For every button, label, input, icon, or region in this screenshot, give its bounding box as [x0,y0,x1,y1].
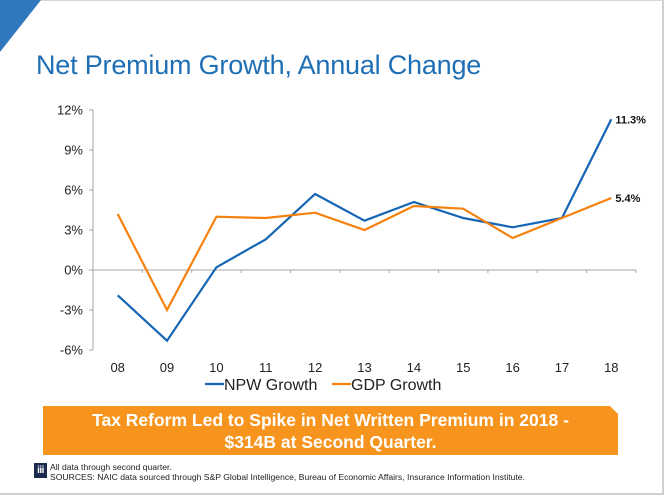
footnote: All data through second quarter. SOURCES… [50,462,525,482]
callout-line-1: Tax Reform Led to Spike in Net Written P… [92,409,569,430]
x-tick-label: 09 [160,360,174,375]
series-line-gdp-growth [116,196,612,313]
y-tick-label: 6% [64,183,83,198]
x-tick-label: 15 [456,360,470,375]
end-label: 5.4% [615,193,640,205]
footnote-line-2: SOURCES: NAIC data sourced through S&P G… [50,472,525,482]
line-chart: 12% 9% 6% 3% 0% -3% -6% 08 09 10 11 12 13 14 15 16 17 18… [57,103,646,395]
x-tick-label: 17 [555,360,569,375]
x-tick-labels: 08 09 10 11 12 13 14 15 16 17 18 [110,360,618,375]
x-tick-label: 14 [407,360,421,375]
axes [89,109,637,351]
x-tick-label: 16 [505,360,519,375]
legend: NPW Growth GDP Growth [205,377,441,394]
y-tick-label: 9% [64,143,83,158]
series-lines [116,118,613,343]
legend-label: GDP Growth [351,377,441,394]
x-tick-label: 08 [110,360,124,375]
y-tick-label: 3% [64,223,83,238]
callout-banner: Tax Reform Led to Spike in Net Written P… [43,406,618,455]
iii-logo-icon: iii [34,463,47,478]
x-tick-label: 10 [209,360,223,375]
corner-accent [0,0,41,52]
callout-line-2: $314B at Second Quarter. [224,431,437,452]
x-tick-label: 13 [357,360,371,375]
legend-label: NPW Growth [224,377,317,394]
end-labels: 11.3% 5.4% [615,114,646,205]
x-tick-label: 18 [604,360,618,375]
footnote-line-1: All data through second quarter. [50,462,172,472]
x-tick-label: 12 [308,360,322,375]
y-tick-label: -3% [60,303,84,318]
y-tick-label: -6% [60,343,84,358]
page-title: Net Premium Growth, Annual Change [36,50,482,80]
series-line-npw-growth [116,118,613,343]
y-tick-label: 0% [64,263,83,278]
y-tick-label: 12% [57,103,83,118]
end-label: 11.3% [615,114,646,126]
y-tick-labels: 12% 9% 6% 3% 0% -3% -6% [57,103,83,358]
x-tick-label: 11 [259,360,273,375]
